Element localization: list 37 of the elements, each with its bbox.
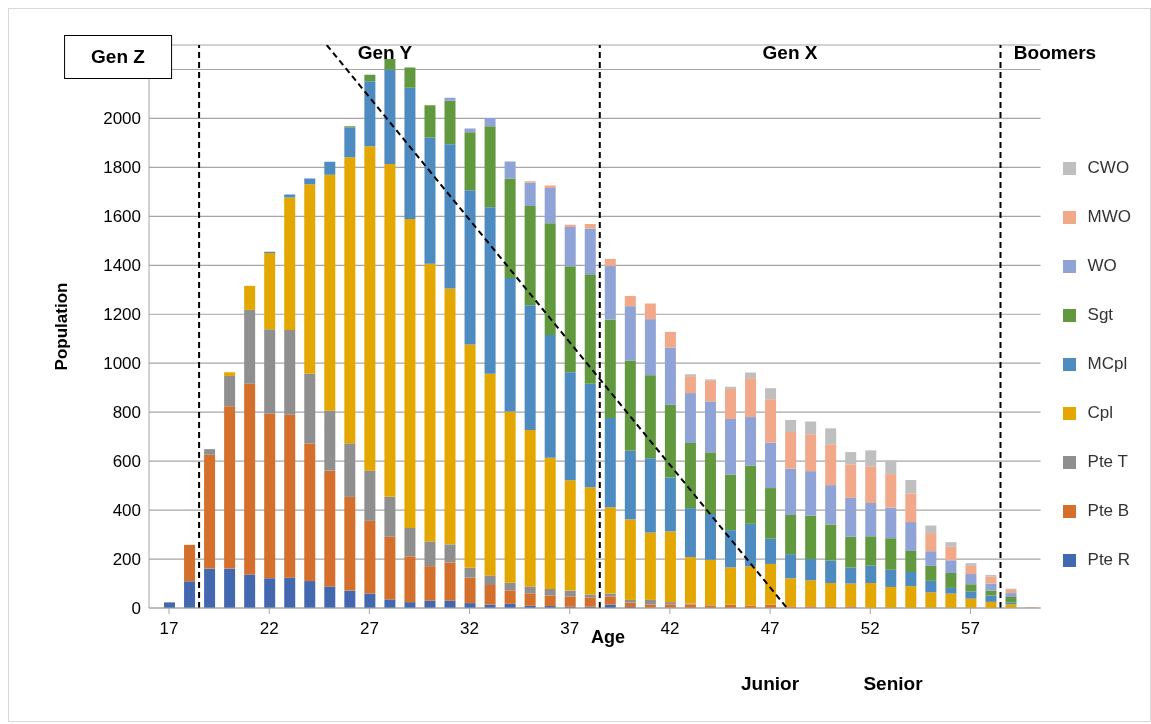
x-tick-label: 17 bbox=[159, 619, 179, 639]
x-tick-label: 47 bbox=[760, 619, 780, 639]
annotation: Boomers bbox=[1013, 42, 1097, 64]
y-tick-label: 0 bbox=[131, 599, 141, 619]
y-tick-label: 2000 bbox=[103, 109, 141, 129]
x-tick-label: 37 bbox=[560, 619, 580, 639]
y-axis-title: Population bbox=[52, 282, 72, 371]
x-tick-label: 52 bbox=[860, 619, 880, 639]
x-tick-label: 32 bbox=[460, 619, 480, 639]
x-axis-title: Age bbox=[590, 626, 626, 648]
y-tick-label: 800 bbox=[112, 403, 141, 423]
text: Junior bbox=[740, 673, 800, 695]
legend-label: CWO bbox=[1087, 158, 1130, 178]
legend-label: Pte T bbox=[1087, 452, 1128, 472]
annotation: Gen Y bbox=[357, 42, 413, 64]
text: Senior bbox=[863, 673, 923, 695]
legend-label: MCpl bbox=[1087, 354, 1128, 374]
y-tick-label: 1600 bbox=[103, 207, 141, 227]
y-tick-label: 1000 bbox=[103, 354, 141, 374]
y-tick-label: 600 bbox=[112, 452, 141, 472]
x-tick-label: 57 bbox=[960, 619, 980, 639]
y-tick-label: 1800 bbox=[103, 158, 141, 178]
x-tick-label: 42 bbox=[660, 619, 680, 639]
y-tick-label: 1200 bbox=[103, 305, 141, 325]
x-tick-label: 22 bbox=[259, 619, 279, 639]
y-tick-label: 200 bbox=[112, 550, 141, 570]
legend-label: MWO bbox=[1087, 207, 1131, 227]
legend-label: Cpl bbox=[1087, 403, 1114, 423]
legend-label: Sgt bbox=[1087, 305, 1114, 325]
text: Gen Z bbox=[64, 35, 172, 79]
legend-label: Pte R bbox=[1087, 550, 1131, 570]
x-tick-label: 27 bbox=[359, 619, 379, 639]
annotation: Gen X bbox=[762, 42, 818, 64]
y-tick-label: 400 bbox=[112, 501, 141, 521]
legend-label: Pte B bbox=[1087, 501, 1130, 521]
y-tick-label: 1400 bbox=[103, 256, 141, 276]
legend-label: WO bbox=[1087, 256, 1117, 276]
